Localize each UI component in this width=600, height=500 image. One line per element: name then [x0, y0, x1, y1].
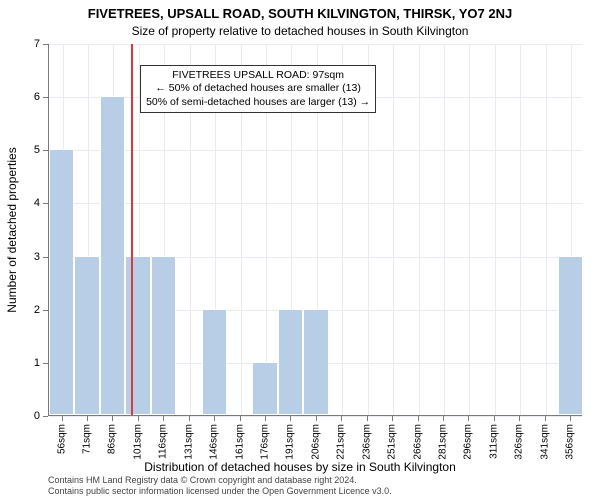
x-tick-label: 176sqm	[259, 424, 270, 460]
gridline-vertical	[546, 44, 547, 415]
x-tick-label: 221sqm	[336, 424, 347, 460]
x-tick-mark	[87, 416, 88, 421]
histogram-bar	[151, 256, 176, 415]
x-tick-label: 146sqm	[209, 424, 220, 460]
histogram-bar	[100, 96, 125, 415]
reference-line	[131, 44, 133, 415]
gridline-horizontal	[49, 203, 582, 204]
x-tick-mark	[443, 416, 444, 421]
x-tick-label: 281sqm	[437, 424, 448, 460]
chart-subtitle: Size of property relative to detached ho…	[0, 24, 600, 38]
annotation-line-3: 50% of semi-detached houses are larger (…	[146, 96, 370, 109]
x-tick-label: 191sqm	[285, 424, 296, 460]
gridline-horizontal	[49, 150, 582, 151]
x-tick-mark	[316, 416, 317, 421]
x-tick-mark	[341, 416, 342, 421]
x-tick-mark	[189, 416, 190, 421]
x-tick-mark	[265, 416, 266, 421]
x-tick-mark	[570, 416, 571, 421]
x-tick-mark	[163, 416, 164, 421]
x-tick-label: 71sqm	[81, 424, 92, 454]
gridline-horizontal	[49, 44, 582, 45]
y-tick-label: 4	[0, 197, 40, 209]
gridline-vertical	[520, 44, 521, 415]
x-tick-label: 251sqm	[387, 424, 398, 460]
annotation-line-1: FIVETREES UPSALL ROAD: 97sqm	[146, 69, 370, 82]
y-tick-label: 6	[0, 91, 40, 103]
histogram-bar	[49, 149, 74, 415]
x-tick-label: 311sqm	[488, 424, 499, 459]
plot-area: FIVETREES UPSALL ROAD: 97sqm← 50% of det…	[48, 44, 582, 416]
x-axis-label: Distribution of detached houses by size …	[0, 460, 600, 474]
chart-title: FIVETREES, UPSALL ROAD, SOUTH KILVINGTON…	[0, 6, 600, 21]
x-tick-mark	[468, 416, 469, 421]
plot-inner: FIVETREES UPSALL ROAD: 97sqm← 50% of det…	[49, 44, 582, 415]
x-tick-mark	[112, 416, 113, 421]
x-tick-mark	[418, 416, 419, 421]
x-tick-label: 101sqm	[132, 424, 143, 460]
x-tick-mark	[214, 416, 215, 421]
x-tick-label: 326sqm	[514, 424, 525, 460]
x-tick-label: 86sqm	[107, 424, 118, 454]
x-tick-label: 161sqm	[234, 424, 245, 460]
annotation-box: FIVETREES UPSALL ROAD: 97sqm← 50% of det…	[140, 65, 376, 112]
chart-root: FIVETREES, UPSALL ROAD, SOUTH KILVINGTON…	[0, 0, 600, 500]
x-tick-label: 56sqm	[56, 424, 67, 454]
gridline-vertical	[444, 44, 445, 415]
x-tick-mark	[545, 416, 546, 421]
gridline-vertical	[393, 44, 394, 415]
x-tick-label: 266sqm	[412, 424, 423, 460]
gridline-vertical	[419, 44, 420, 415]
x-tick-label: 116sqm	[158, 424, 169, 459]
y-tick-label: 1	[0, 357, 40, 369]
x-tick-mark	[367, 416, 368, 421]
x-tick-mark	[138, 416, 139, 421]
histogram-bar	[202, 309, 227, 415]
x-tick-mark	[519, 416, 520, 421]
x-tick-mark	[494, 416, 495, 421]
x-tick-mark	[240, 416, 241, 421]
y-axis-label: Number of detached properties	[5, 147, 19, 312]
y-tick-label: 5	[0, 144, 40, 156]
footer-line-1: Contains HM Land Registry data © Crown c…	[48, 475, 582, 486]
histogram-bar	[252, 362, 277, 415]
x-tick-label: 236sqm	[361, 424, 372, 460]
footer-line-2: Contains public sector information licen…	[48, 486, 582, 497]
histogram-bar	[303, 309, 328, 415]
x-tick-mark	[62, 416, 63, 421]
histogram-bar	[74, 256, 99, 415]
histogram-bar	[125, 256, 150, 415]
x-tick-label: 296sqm	[463, 424, 474, 460]
x-tick-label: 131sqm	[183, 424, 194, 460]
x-tick-mark	[290, 416, 291, 421]
y-tick-label: 7	[0, 38, 40, 50]
footer: Contains HM Land Registry data © Crown c…	[48, 475, 582, 497]
x-tick-mark	[392, 416, 393, 421]
annotation-line-2: ← 50% of detached houses are smaller (13…	[146, 82, 370, 95]
gridline-vertical	[469, 44, 470, 415]
gridline-vertical	[495, 44, 496, 415]
y-tick-label: 3	[0, 251, 40, 263]
x-tick-label: 341sqm	[539, 424, 550, 460]
x-tick-label: 206sqm	[310, 424, 321, 460]
histogram-bar	[558, 256, 583, 415]
x-tick-label: 356sqm	[565, 424, 576, 460]
y-tick-label: 0	[0, 410, 40, 422]
histogram-bar	[278, 309, 303, 415]
y-tick-label: 2	[0, 304, 40, 316]
